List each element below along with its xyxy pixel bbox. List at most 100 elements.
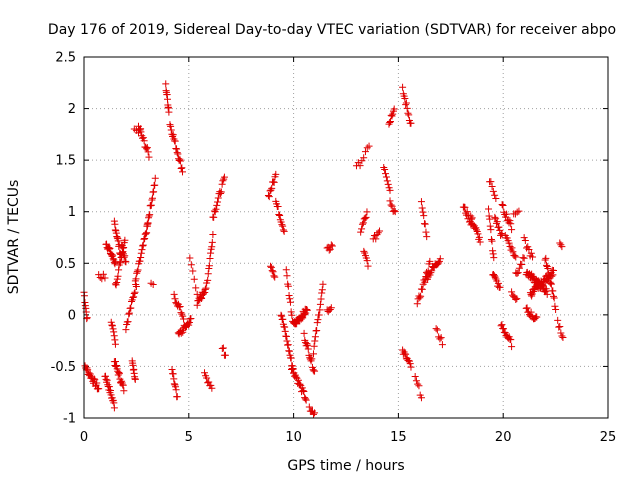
data-point [107,387,115,395]
series-arc-22 [174,315,195,338]
data-point [270,178,278,186]
data-point [498,231,506,239]
data-point [193,301,201,309]
data-point [280,227,288,235]
data-point [402,99,410,107]
data-point [461,203,469,211]
series-arc-49 [399,346,415,371]
data-point [508,288,516,296]
data-point [436,335,444,343]
data-point [358,157,366,165]
data-point [120,387,128,395]
data-point [137,249,145,257]
data-point [178,164,186,172]
data-point [186,254,194,262]
data-point [558,332,566,340]
data-point [547,279,555,287]
data-point [491,191,499,199]
data-point [177,164,185,172]
data-point [497,229,505,237]
data-point [551,302,559,310]
data-point [136,126,144,134]
data-point [407,119,415,127]
data-point [139,241,147,249]
data-point [382,170,390,178]
series-arc-11 [122,280,140,334]
data-point [287,308,295,316]
data-point [101,274,109,282]
series-arc-56 [467,212,484,246]
data-point [381,166,389,174]
data-point [121,252,129,260]
data-point [109,325,117,333]
data-point [142,230,150,238]
data-point [556,322,564,330]
x-tick-label: 0 [80,430,88,445]
data-point [114,272,122,280]
data-point [512,295,520,303]
data-point [274,203,282,211]
series-arc-62 [498,200,516,234]
y-tick-label: 0.5 [55,257,76,272]
data-point [111,336,119,344]
x-tick-label: 20 [495,430,512,445]
data-point [475,233,483,241]
data-point [133,269,141,277]
series-arc-19 [166,121,187,176]
data-point [278,221,286,229]
series-arc-18 [162,80,173,116]
data-point [361,214,369,222]
data-point [488,183,496,191]
data-point [383,177,391,185]
data-point [491,213,499,221]
series-arc-44 [369,227,384,243]
series-arc-60 [491,213,506,239]
data-point [176,303,184,311]
data-point [83,314,91,322]
data-point [281,327,289,335]
series-arc-27 [209,173,228,221]
series-arc-10 [118,241,130,266]
data-point [502,210,510,218]
y-tick-label: 0 [68,308,76,323]
data-point [271,273,279,281]
data-point [141,230,149,238]
data-point [509,248,517,256]
data-point [201,369,209,377]
data-point [177,309,185,317]
data-point [90,375,98,383]
data-point [98,275,106,283]
data-point [220,175,228,183]
data-point [358,220,366,228]
data-point [545,270,553,278]
data-point [405,111,413,119]
data-point [541,256,549,264]
data-point [134,122,142,130]
data-point [303,340,311,348]
data-point [407,363,415,371]
series-arc-38 [310,280,327,358]
data-point [140,137,148,145]
data-point [359,219,367,227]
data-point [169,131,177,139]
data-point [496,283,504,291]
series-arc-30 [267,262,279,281]
data-point [130,289,138,297]
data-point [489,250,497,258]
data-point [177,157,185,165]
series-arc-73 [556,239,566,251]
x-axis-label: GPS time / hours [287,458,404,474]
data-point [205,262,213,270]
data-point [146,211,154,219]
data-point [401,94,409,102]
data-point [110,332,118,340]
series-arc-24 [193,279,211,309]
y-tick-label: 2 [68,102,76,117]
data-point [486,222,494,230]
data-point [304,341,312,349]
data-point [513,270,521,278]
data-point [539,277,547,285]
data-point [426,257,434,265]
data-point [282,333,290,341]
